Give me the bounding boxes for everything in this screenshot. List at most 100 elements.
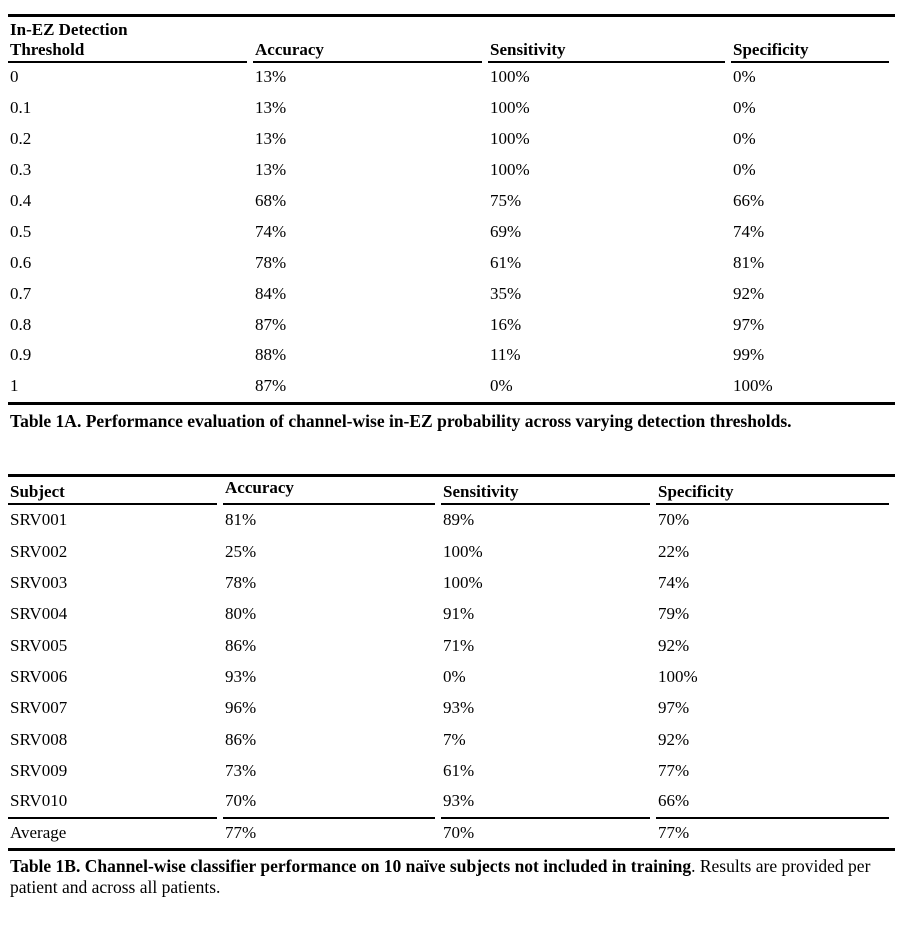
cell-value: 0%: [733, 67, 756, 87]
row-label: SRV006: [10, 666, 68, 686]
cell-value: 77%: [658, 822, 690, 842]
column-header-sensitivity: Sensitivity: [441, 482, 650, 505]
column-header-accuracy: Accuracy: [223, 478, 435, 505]
table-row: 0.1 13% 100% 0%: [8, 93, 895, 124]
cell-value: 84%: [255, 283, 287, 303]
cell-value: 78%: [255, 252, 287, 272]
cell-value: 13%: [255, 160, 287, 180]
table-1b-caption-regular: . Results are provided per patient and a…: [10, 855, 871, 897]
cell-value: 93%: [443, 698, 475, 718]
table-1a-header-row: Threshold Accuracy Sensitivity Specifici…: [8, 40, 895, 63]
cell-value: 66%: [733, 191, 765, 210]
table-row-average: Average 77% 70% 77%: [8, 818, 895, 848]
column-header-sensitivity: Sensitivity: [488, 40, 725, 63]
table-1b-header-row: Subject Accuracy Sensitivity Specificity: [8, 477, 895, 505]
table-1b-caption-bold: Table 1B. Channel-wise classifier perfor…: [10, 855, 692, 876]
cell-value: 0%: [490, 376, 513, 396]
row-label: 0.9: [10, 345, 32, 365]
cell-value: 100%: [443, 541, 483, 561]
table-row: SRV006 93% 0% 100%: [8, 661, 895, 692]
table-row: SRV009 73% 61% 77%: [8, 755, 895, 786]
row-label: SRV007: [10, 698, 68, 718]
cell-value: 0%: [733, 98, 756, 118]
table-row: SRV003 78% 100% 74%: [8, 567, 895, 598]
row-label: 0.5: [10, 221, 32, 241]
cell-value: 61%: [443, 760, 475, 780]
cell-value: 92%: [733, 283, 765, 303]
table-row: 0.3 13% 100% 0%: [8, 155, 895, 186]
row-label: 0.4: [10, 191, 32, 210]
table-1a-caption: Table 1A. Performance evaluation of chan…: [10, 410, 845, 432]
section-gap: [8, 432, 895, 474]
cell-value: 78%: [225, 573, 257, 593]
row-label: 0.1: [10, 98, 32, 118]
cell-value: 68%: [255, 191, 287, 210]
cell-value: 11%: [490, 345, 521, 365]
table-row: 0.5 74% 69% 74%: [8, 216, 895, 247]
row-label: 0.3: [10, 160, 32, 180]
table-1a-caption-text: Table 1A. Performance evaluation of chan…: [10, 410, 792, 431]
cell-value: 77%: [225, 822, 257, 842]
cell-value: 86%: [225, 635, 257, 655]
cell-value: 70%: [223, 785, 435, 819]
row-label: SRV001: [10, 510, 68, 530]
row-label: SRV002: [10, 541, 68, 561]
table-1a-title-row: In-EZ Detection: [8, 17, 895, 40]
cell-value: 0%: [733, 160, 756, 180]
cell-value: 93%: [441, 785, 650, 819]
cell-value: 71%: [443, 635, 475, 655]
cell-value: 70%: [443, 822, 475, 842]
row-label: SRV003: [10, 573, 68, 593]
cell-value: 66%: [656, 785, 889, 819]
cell-value: 96%: [225, 698, 257, 718]
table-row: 0.9 88% 11% 99%: [8, 340, 895, 371]
table-row: SRV008 86% 7% 92%: [8, 724, 895, 755]
cell-value: 7%: [443, 729, 466, 749]
table-row: 0.7 84% 35% 92%: [8, 278, 895, 309]
table-row: 0 13% 100% 0%: [8, 62, 895, 93]
cell-value: 75%: [490, 191, 522, 210]
row-label: SRV004: [10, 604, 68, 624]
cell-value: 79%: [658, 604, 690, 624]
cell-value: 92%: [658, 635, 690, 655]
column-header-subject-label: Subject: [10, 481, 65, 501]
column-header-specificity-label: Specificity: [658, 481, 734, 501]
row-label: 0.8: [10, 314, 32, 334]
column-header-sensitivity-label: Sensitivity: [443, 481, 519, 501]
cell-value: 87%: [255, 376, 287, 396]
row-label: 0.2: [10, 129, 32, 149]
column-header-accuracy-label: Accuracy: [225, 477, 294, 497]
table-row: SRV004 80% 91% 79%: [8, 599, 895, 630]
table-row: SRV010 70% 93% 66%: [8, 785, 895, 819]
cell-value: 87%: [255, 314, 287, 334]
row-label: Average: [10, 822, 67, 842]
cell-value: 74%: [658, 573, 690, 593]
cell-value: 16%: [490, 314, 522, 334]
cell-value: 100%: [490, 98, 530, 118]
cell-value: 0%: [443, 666, 466, 686]
table-row: SRV007 96% 93% 97%: [8, 693, 895, 724]
row-label: 0.7: [10, 283, 32, 303]
column-header-accuracy: Accuracy: [253, 40, 482, 63]
row-label: 0.6: [10, 252, 32, 272]
row-label: SRV010: [8, 785, 217, 819]
table-1a-body: 0 13% 100% 0% 0.1 13% 100% 0% 0.2 13% 100% 0% 0.3 13%…: [8, 62, 895, 402]
table-row: SRV002 25% 100% 22%: [8, 536, 895, 567]
column-header-subject: Subject: [8, 482, 217, 505]
cell-value: 88%: [255, 345, 287, 365]
cell-value: 81%: [225, 510, 257, 530]
cell-value: 91%: [443, 604, 475, 624]
column-header-specificity: Specificity: [731, 40, 889, 63]
cell-value: 25%: [225, 541, 257, 561]
row-label: SRV009: [10, 760, 68, 780]
row-label: 1: [10, 376, 19, 396]
cell-value: 35%: [490, 283, 522, 303]
cell-value: 100%: [443, 573, 483, 593]
cell-value: 89%: [443, 510, 475, 530]
cell-value: 80%: [225, 604, 257, 624]
cell-value: 13%: [255, 129, 287, 149]
column-header-specificity: Specificity: [656, 482, 889, 505]
table-row: 0.4 68% 75% 66%: [8, 186, 895, 217]
cell-value: 81%: [733, 252, 765, 272]
cell-value: 74%: [733, 221, 765, 241]
